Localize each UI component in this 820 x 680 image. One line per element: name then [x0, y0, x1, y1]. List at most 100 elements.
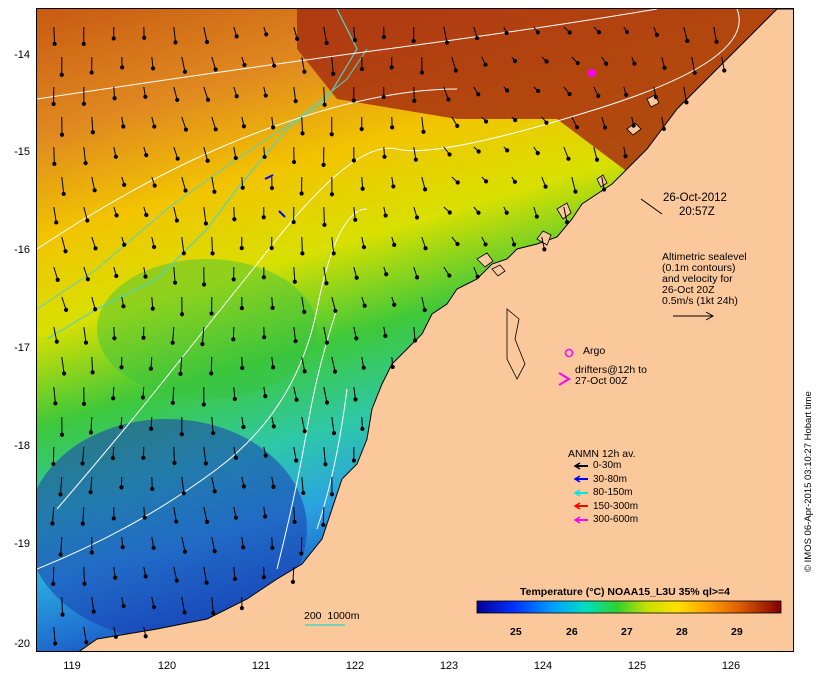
velocity-arrow-head [331, 71, 336, 76]
velocity-arrow-head [504, 210, 509, 215]
velocity-arrow-head [61, 371, 67, 376]
velocity-arrow-head [323, 462, 328, 467]
velocity-arrow-head [181, 491, 186, 496]
velocity-arrow [91, 116, 94, 133]
velocity-arrow-head [359, 126, 364, 132]
velocity-arrow-head [476, 92, 481, 97]
velocity-arrow-head [91, 609, 96, 614]
velocity-arrow-head [179, 312, 185, 317]
velocity-arrow-head [447, 273, 452, 278]
velocity-arrow-head [111, 396, 116, 401]
velocity-arrow-head [333, 308, 338, 313]
legend-label: 300-600m [593, 514, 639, 525]
lat-tick-label: -17 [14, 342, 30, 354]
velocity-arrow-head [113, 575, 118, 580]
anmn-legend-item: 0-30m [573, 460, 621, 471]
velocity-arrow [301, 236, 303, 254]
velocity-arrow [293, 386, 298, 400]
sst-map [37, 9, 793, 651]
velocity-arrow-head [173, 280, 178, 285]
velocity-arrow-head [264, 32, 269, 37]
velocity-arrow-head [389, 65, 394, 70]
velocity-arrow-head [692, 70, 697, 75]
velocity-arrow [203, 506, 208, 523]
velocity-arrow-head [272, 63, 277, 68]
velocity-arrow [91, 176, 96, 191]
velocity-arrow [691, 56, 696, 73]
velocity-arrow-head [52, 161, 57, 167]
velocity-arrow-head [300, 131, 305, 136]
velocity-arrow-head [291, 219, 296, 225]
velocity-arrow-head [211, 610, 216, 616]
velocity-arrow-head [201, 402, 206, 407]
velocity-arrow-head [51, 581, 56, 586]
velocity-arrow-head [360, 186, 365, 191]
velocity-arrow-head [203, 221, 209, 226]
velocity-arrow-head [324, 340, 329, 345]
velocity-arrow [53, 266, 59, 280]
velocity-arrow-head [89, 550, 94, 555]
velocity-arrow-head [151, 605, 157, 610]
velocity-arrow-head [81, 401, 87, 406]
velocity-arrow-head [513, 117, 518, 123]
velocity-arrow-head [241, 424, 246, 430]
velocity-arrow-head [632, 61, 637, 66]
colorbar [476, 600, 782, 614]
velocity-arrow-head [423, 246, 428, 251]
velocity-arrow-head [302, 69, 307, 74]
velocity-arrow-head [234, 34, 239, 39]
velocity-arrow-head [239, 245, 244, 251]
velocity-arrow-head [263, 394, 268, 399]
velocity-arrow-head [182, 549, 188, 554]
anmn-legend-item: 150-300m [573, 501, 638, 512]
velocity-arrow [172, 386, 175, 403]
velocity-arrow-head [59, 432, 65, 437]
legend-arrow-icon [573, 515, 588, 524]
velocity-arrow-head [654, 32, 659, 37]
velocity-arrow-head [382, 154, 387, 159]
velocity-arrow [683, 86, 687, 103]
velocity-arrow [173, 86, 178, 101]
velocity-arrow-head [242, 62, 247, 68]
velocity-arrow-head [392, 302, 397, 307]
velocity-arrow-head [352, 38, 358, 43]
velocity-arrow-head [604, 61, 609, 66]
velocity-arrow [541, 236, 545, 250]
velocity-arrow-head [50, 521, 55, 526]
velocity-arrow-head [178, 371, 183, 376]
velocity-arrow [331, 56, 334, 74]
velocity-arrow-head [684, 100, 689, 105]
velocity-arrow [60, 536, 63, 555]
velocity-arrow-head [329, 192, 335, 197]
velocity-arrow-head [291, 159, 297, 165]
velocity-arrow-head [181, 251, 186, 256]
colorbar-title: Temperature (°C) NOAA15_L3U 35% ql>=4 [520, 586, 730, 598]
velocity-arrow-head [112, 336, 117, 341]
velocity-arrow-head [54, 339, 59, 344]
velocity-arrow-head [53, 401, 58, 406]
velocity-arrow-head [85, 218, 90, 223]
velocity-arrow-head [239, 305, 244, 311]
velocity-arrow-head [121, 603, 126, 609]
velocity-arrow-head [209, 311, 214, 316]
velocity-arrow [91, 296, 96, 310]
velocity-arrow-head [302, 309, 307, 315]
legend-arrow-icon [573, 488, 588, 497]
velocity-arrow-head [271, 365, 276, 370]
velocity-arrow-head [110, 456, 116, 461]
velocity-arrow-head [331, 251, 336, 256]
velocity-arrow [451, 56, 457, 71]
anmn-legend-item: 300-600m [573, 514, 638, 525]
velocity-arrow-head [152, 124, 157, 129]
velocity-arrow-head [151, 244, 157, 250]
velocity-arrow [203, 146, 209, 161]
velocity-arrow [301, 296, 305, 313]
lat-tick-label: -14 [14, 49, 30, 61]
velocity-arrow [211, 476, 216, 492]
velocity-arrow-head [624, 92, 629, 97]
velocity-arrow-head [148, 366, 154, 371]
velocity-arrow-head [544, 59, 549, 64]
velocity-arrow [61, 596, 64, 615]
lat-tick-label: -20 [14, 638, 30, 650]
velocity-arrow [211, 56, 217, 70]
